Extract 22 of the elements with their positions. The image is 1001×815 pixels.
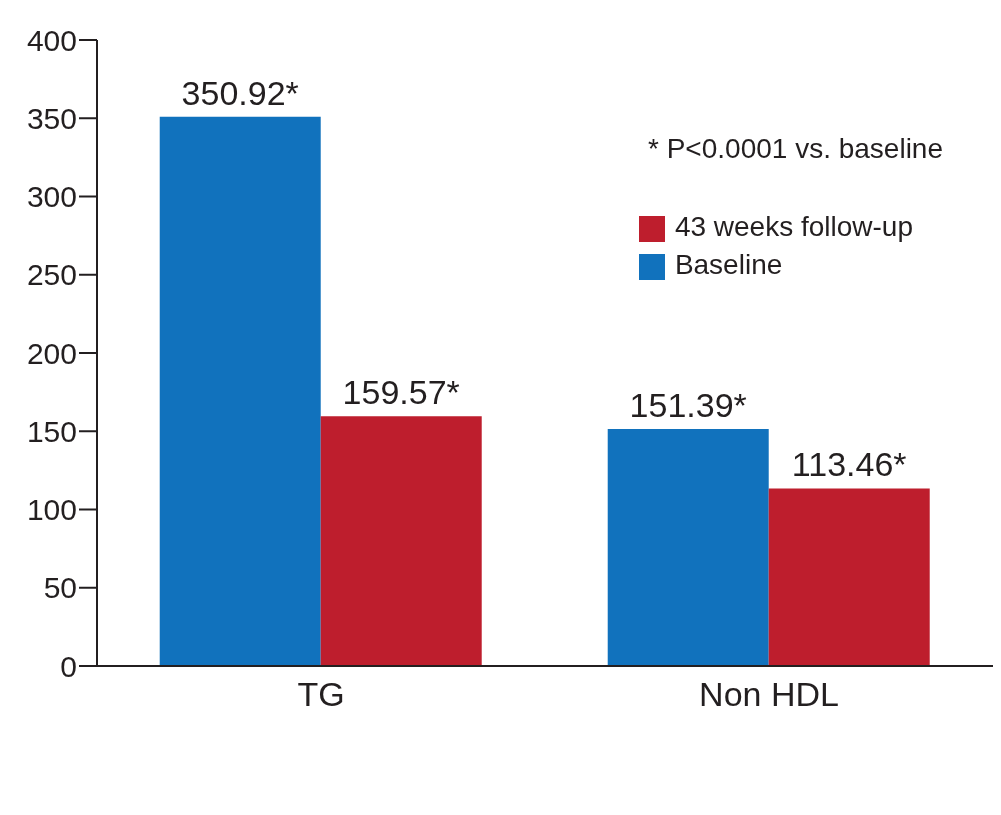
legend-label: Baseline [674, 249, 783, 280]
y-tick-label: 350 [26, 101, 77, 135]
y-tick-label: 150 [26, 414, 77, 448]
bar [320, 416, 482, 666]
y-tick-label: 0 [60, 649, 77, 683]
bar [607, 429, 769, 666]
y-tick-label: 400 [26, 23, 77, 57]
bar [159, 116, 321, 666]
data-label: 159.57* [342, 373, 460, 412]
y-tick-label: 250 [26, 258, 77, 292]
legend-label: 43 weeks follow-up [674, 211, 913, 242]
x-tick-label: Non HDL [699, 675, 839, 714]
x-tick-label: TG [297, 675, 345, 714]
bar [768, 488, 930, 666]
annotation: * P<0.0001 vs. baseline [648, 133, 943, 165]
data-label: 350.92* [181, 73, 299, 112]
y-tick-label: 100 [26, 493, 77, 527]
data-label: 113.46* [791, 445, 907, 484]
y-tick-label: 200 [26, 336, 77, 370]
y-tick-label: 50 [43, 571, 77, 605]
y-tick-label: 300 [26, 180, 77, 214]
data-label: 151.39* [629, 386, 747, 425]
